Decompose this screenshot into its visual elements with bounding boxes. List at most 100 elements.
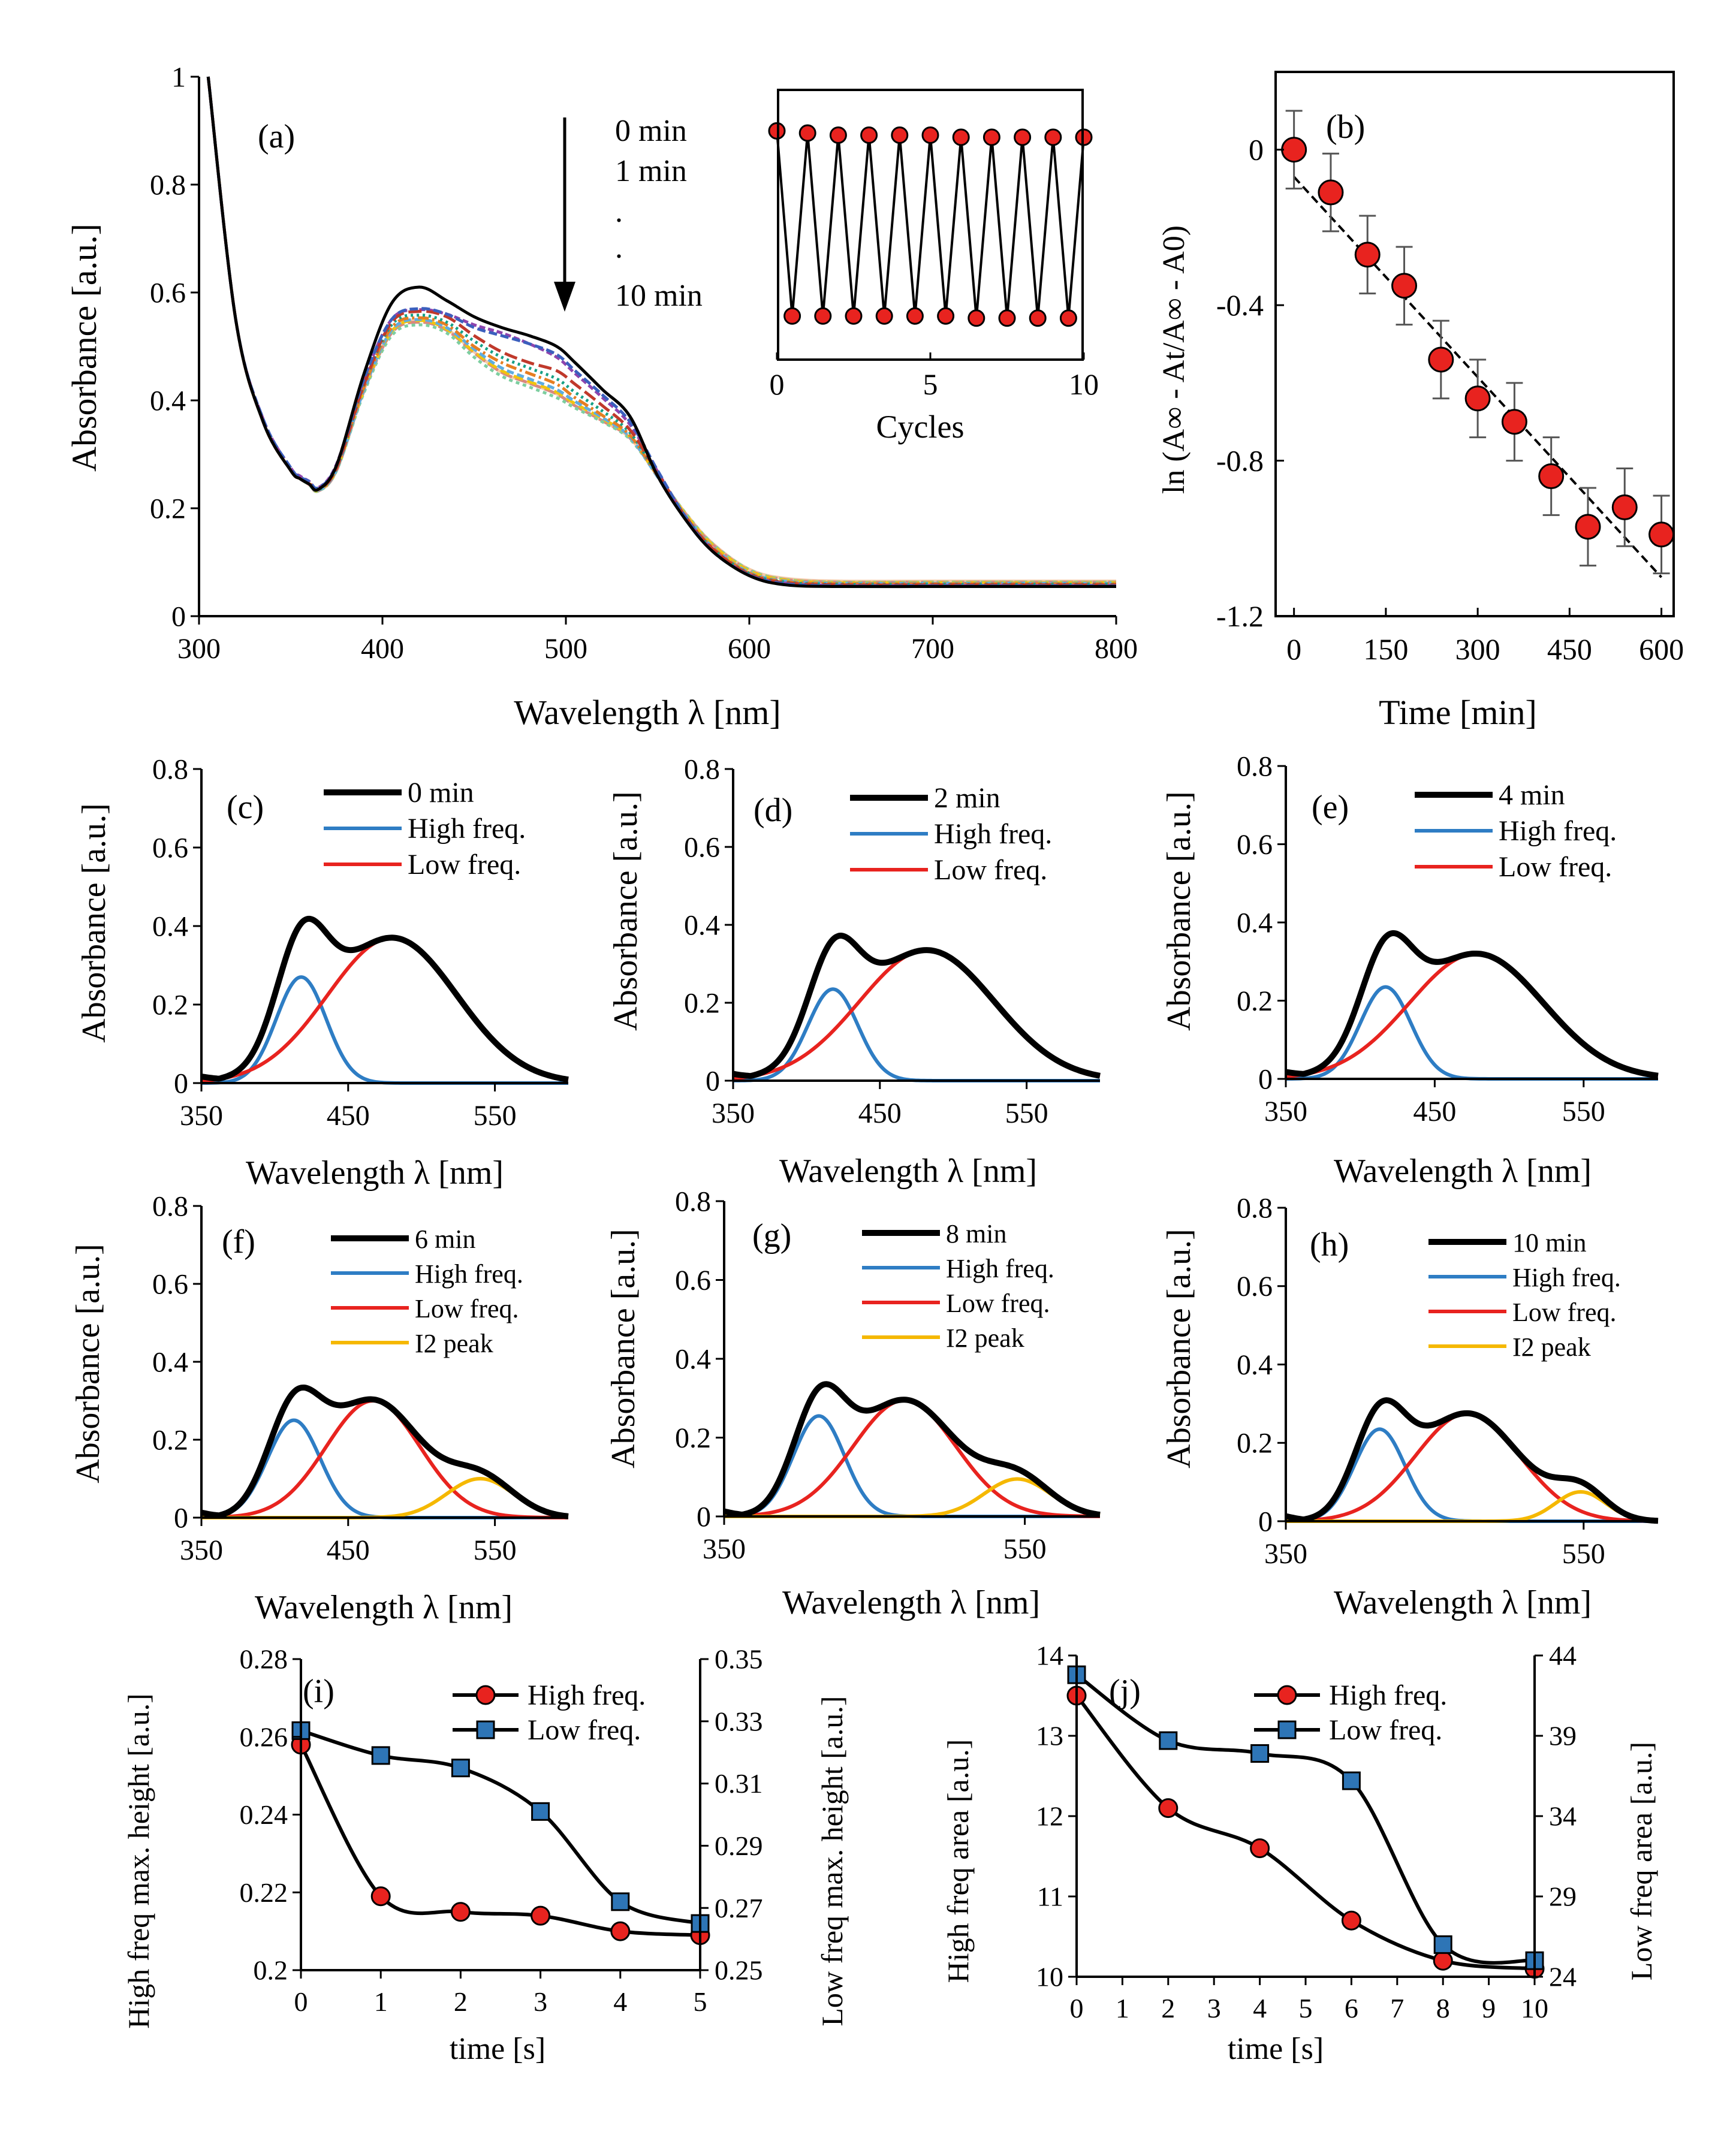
high-freq-point xyxy=(1341,1910,1361,1931)
y2-tick-label: 24 xyxy=(1549,1962,1577,1992)
x-tick-label: 1 xyxy=(1116,1993,1129,2024)
y-tick-label: 0.2 xyxy=(150,493,186,524)
spectrum-line xyxy=(206,76,1116,588)
legend-label: I2 peak xyxy=(1512,1332,1591,1362)
legend-label: Low freq. xyxy=(415,1294,519,1323)
y-tick-label: 0.4 xyxy=(152,1346,188,1378)
cycle-point xyxy=(952,128,970,146)
y-axis-label-e: Absorbance [a.u.] xyxy=(1161,791,1198,1031)
cycle-point xyxy=(906,307,924,325)
y-tick-label: 0.4 xyxy=(675,1343,711,1375)
cycle-point xyxy=(783,307,801,325)
y-tick-label: 1 xyxy=(171,61,186,93)
cycle-point xyxy=(921,126,939,144)
x-tick-label: 2 xyxy=(454,1986,468,2017)
y-tick-label: 0.8 xyxy=(675,1186,711,1217)
legend-marker xyxy=(475,1685,496,1705)
data-point xyxy=(1575,514,1601,540)
y-axis-label-b: ln (A∞ - At/A∞ - A0) xyxy=(1157,225,1191,494)
x-tick-label: 1 xyxy=(374,1986,388,2017)
high-freq-point xyxy=(370,1886,391,1907)
y2-tick-label: 34 xyxy=(1549,1801,1577,1832)
x-tick-label: 2 xyxy=(1161,1993,1175,2024)
y2-tick-label: 44 xyxy=(1549,1641,1577,1671)
x-tick-label: 350 xyxy=(180,1100,223,1132)
panel-label-i: (i) xyxy=(303,1673,334,1710)
high-freq-point xyxy=(1250,1838,1270,1859)
panel-a: 300 400 500 600 700 800 0 0.2 0.4 0.6 0.8 1 (a) Wav… xyxy=(65,61,1138,732)
x-tick-label: 450 xyxy=(327,1534,370,1566)
total-spectrum xyxy=(1285,930,1659,1079)
panel-label-b: (b) xyxy=(1326,108,1365,146)
y-tick-label: 0.4 xyxy=(1237,1349,1273,1381)
x-tick-label: 8 xyxy=(1436,1993,1450,2024)
time-arrow-head xyxy=(554,282,575,312)
y-tick-label: 0.6 xyxy=(1237,1271,1273,1302)
annotation-10min: 10 min xyxy=(615,279,703,313)
total-spectrum xyxy=(200,1384,569,1519)
legend-label: 4 min xyxy=(1499,779,1565,811)
x-tick-label: 350 xyxy=(1264,1096,1307,1127)
data-point xyxy=(1501,409,1527,435)
y-axis-label-c: Absorbance [a.u.] xyxy=(76,803,113,1043)
y-tick-label: 14 xyxy=(1036,1641,1063,1671)
high-freq-point xyxy=(1433,1950,1453,1971)
legend-label: 10 min xyxy=(1512,1228,1586,1258)
cycle-point xyxy=(998,309,1016,327)
y-tick-label: 0 xyxy=(174,1502,188,1534)
y-tick-label: 0.6 xyxy=(152,832,188,864)
y-tick-label: -0.4 xyxy=(1216,288,1264,322)
y-tick-label: 0.24 xyxy=(240,1799,288,1830)
y-tick-label: 0.8 xyxy=(150,169,186,201)
x-axis-label-b: Time [min] xyxy=(1379,693,1537,732)
y-tick-label: -1.2 xyxy=(1216,599,1264,633)
x-tick-label: 6 xyxy=(1345,1993,1358,2024)
y-tick-label: 0.28 xyxy=(240,1644,288,1675)
y-tick-label: 0.8 xyxy=(684,753,720,785)
y-axis-label-a: Absorbance [a.u.] xyxy=(65,224,104,472)
x-tick-label: 550 xyxy=(474,1534,517,1566)
x-tick-label: 0 xyxy=(1286,632,1301,666)
legend-label: High freq. xyxy=(528,1679,646,1711)
y-tick-label: 0.8 xyxy=(152,753,188,785)
panel-label-e: (e) xyxy=(1312,789,1349,826)
y-axis-label-i: High freq max. height [a.u.] xyxy=(122,1693,155,2029)
legend-label: 8 min xyxy=(946,1219,1006,1249)
legend-label: Low freq. xyxy=(408,849,521,880)
total-spectrum xyxy=(201,915,569,1083)
y-axis-label-h: Absorbance [a.u.] xyxy=(1161,1229,1198,1468)
y2-tick-label: 29 xyxy=(1549,1881,1577,1912)
x-tick-label: 550 xyxy=(1003,1533,1047,1565)
cycle-point xyxy=(1029,309,1047,327)
data-point xyxy=(1281,137,1307,163)
low-freq-point xyxy=(371,1746,390,1765)
y-tick-label: 0.26 xyxy=(240,1721,288,1752)
x-tick-label: 350 xyxy=(712,1097,755,1129)
data-point xyxy=(1611,494,1638,520)
x-tick-label: 5 xyxy=(1299,1993,1313,2024)
x-tick-label: 300 xyxy=(177,633,221,665)
y-tick-label: 0 xyxy=(174,1067,188,1099)
x-tick-label: 350 xyxy=(703,1533,746,1565)
x-tick-label: 600 xyxy=(1639,632,1684,666)
panel-i: 0 1 2 3 4 5 0.2 0.22 0.24 0.26 0.28 0.25 0.27 0.29 0.3… xyxy=(122,1644,849,2066)
y-tick-label: 13 xyxy=(1036,1721,1063,1751)
legend-label: High freq. xyxy=(934,818,1052,850)
x-axis-label-e: Wavelength λ [nm] xyxy=(1334,1153,1592,1190)
y-tick-label: 0.2 xyxy=(152,1424,188,1456)
legend-label: I2 peak xyxy=(415,1329,493,1358)
cycle-point xyxy=(845,307,863,325)
x-tick-label: 3 xyxy=(1207,1993,1221,2024)
spectrum-line xyxy=(206,76,1116,589)
x-axis-label-i: time [s] xyxy=(450,2032,545,2066)
y-tick-label: 0.6 xyxy=(684,831,720,863)
low-freq-point xyxy=(611,1892,630,1911)
x-tick-label: 450 xyxy=(1413,1096,1456,1127)
x-axis-label-f: Wavelength λ [nm] xyxy=(255,1589,513,1626)
data-point xyxy=(1318,179,1344,206)
legend-label: Low freq. xyxy=(1512,1298,1617,1327)
annotation-0min: 0 min xyxy=(615,114,687,148)
data-point xyxy=(1538,463,1565,490)
y-tick-label: 0.6 xyxy=(150,277,186,309)
